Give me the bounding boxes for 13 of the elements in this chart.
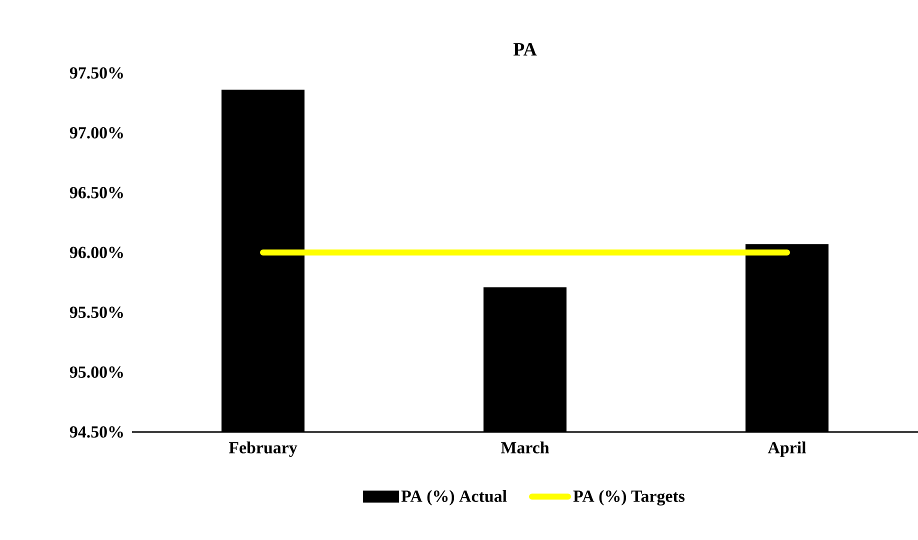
y-tick-label: 96.50% (70, 186, 123, 198)
legend-label: PA (%) Actual (401, 490, 507, 506)
x-tick-label: February (228, 442, 298, 457)
y-tick-label: 95.50% (70, 306, 123, 318)
chart-title: PA (513, 43, 537, 56)
y-tick-label: 97.50% (70, 67, 123, 79)
y-tick-label: 96.00% (70, 246, 123, 258)
y-tick-label: 97.00% (70, 127, 123, 139)
x-tick-label: March (501, 442, 550, 454)
legend-label: PA (%) Targets (573, 490, 685, 506)
y-tick-label: 94.50% (70, 426, 123, 438)
x-tick-label: April (768, 442, 806, 457)
y-tick-label: 95.00% (70, 366, 123, 378)
